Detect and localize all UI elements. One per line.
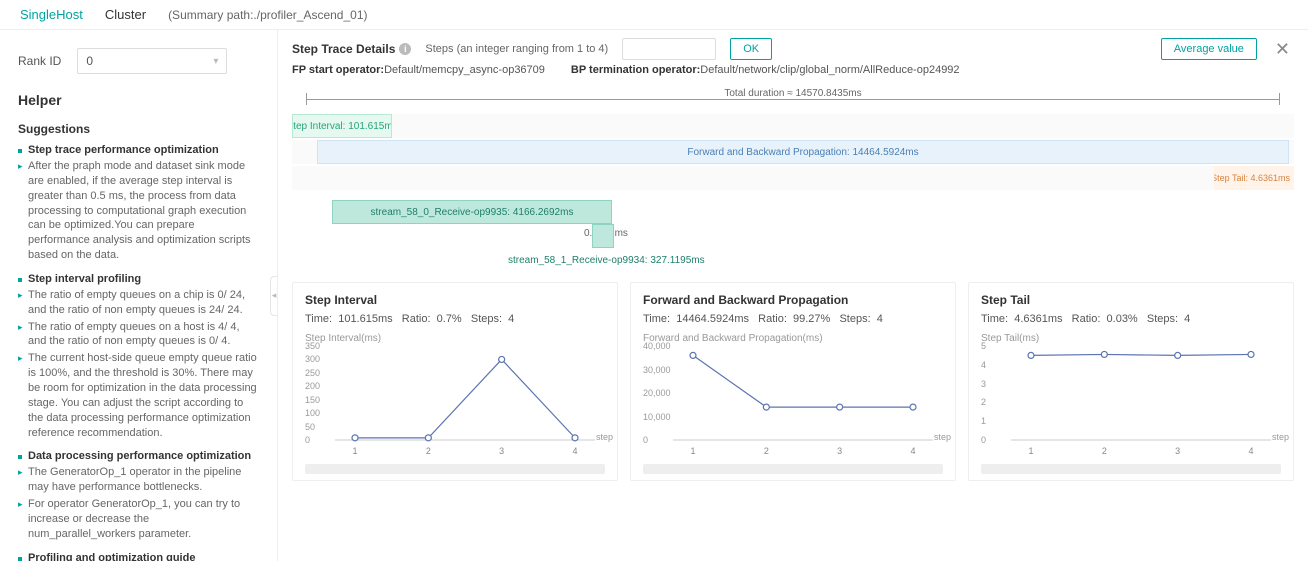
chart-card: Forward and Backward Propagation Time: 1… bbox=[630, 282, 956, 481]
info-icon[interactable]: i bbox=[399, 43, 411, 55]
sugg-title-guide: Profiling and optimization guide bbox=[18, 552, 259, 561]
sugg-line: After the praph mode and dataset sink mo… bbox=[18, 159, 259, 263]
y-tick: 350 bbox=[305, 341, 320, 351]
stream-seg-1[interactable]: stream_58_0_Receive-op9935: 4166.2692ms bbox=[332, 200, 612, 224]
tab-cluster[interactable]: Cluster bbox=[105, 7, 146, 22]
sugg-title-step-interval: Step interval profiling bbox=[18, 273, 259, 285]
summary-path: (Summary path:./profiler_Ascend_01) bbox=[168, 8, 367, 22]
average-value-button[interactable]: Average value bbox=[1161, 38, 1257, 60]
stream-area[interactable]: stream_58_0_Receive-op9935: 4166.2692ms … bbox=[292, 196, 1294, 276]
x-tick: 2 bbox=[764, 446, 769, 456]
main-panel: Step Trace Details i Steps (an integer r… bbox=[278, 30, 1308, 561]
y-tick: 50 bbox=[305, 422, 315, 432]
sugg-line: The current host-side queue empty queue … bbox=[18, 351, 259, 440]
chart-title: Forward and Backward Propagation bbox=[643, 293, 943, 307]
chart-title: Step Interval bbox=[305, 293, 605, 307]
chart-meta: Time: 14464.5924ms Ratio: 99.27% Steps: … bbox=[643, 313, 943, 325]
chart-scrollbar[interactable] bbox=[305, 464, 605, 474]
y-tick: 2 bbox=[981, 397, 986, 407]
close-icon[interactable]: ✕ bbox=[1271, 39, 1294, 60]
bp-op-label: BP termination operator: bbox=[571, 64, 700, 76]
tab-singlehost[interactable]: SingleHost bbox=[20, 7, 83, 22]
total-duration: Total duration ≈ 14570.8435ms bbox=[718, 88, 867, 99]
chart-title: Step Tail bbox=[981, 293, 1281, 307]
chart-meta: Time: 101.615ms Ratio: 0.7% Steps: 4 bbox=[305, 313, 605, 325]
rank-id-value: 0 bbox=[86, 54, 93, 68]
y-tick: 20,000 bbox=[643, 388, 671, 398]
chart-area[interactable]: 40,00030,00020,00010,00001234step bbox=[643, 346, 943, 454]
helper-heading: Helper bbox=[18, 92, 259, 108]
x-tick: 2 bbox=[1102, 446, 1107, 456]
y-tick: 200 bbox=[305, 381, 320, 391]
seg-step-interval[interactable]: Step Interval: 101.615ms bbox=[292, 114, 392, 138]
y-tick: 30,000 bbox=[643, 365, 671, 375]
chart-ylabel: Step Interval(ms) bbox=[305, 333, 605, 344]
chart-area[interactable]: 3503002502001501005001234step bbox=[305, 346, 605, 454]
x-tick: 3 bbox=[1175, 446, 1180, 456]
chart-ylabel: Step Tail(ms) bbox=[981, 333, 1281, 344]
x-axis-label: step bbox=[934, 432, 951, 442]
x-tick: 1 bbox=[352, 446, 357, 456]
seg-step-tail[interactable]: Step Tail: 4.6361ms bbox=[1214, 166, 1294, 190]
chart-scrollbar[interactable] bbox=[643, 464, 943, 474]
y-tick: 150 bbox=[305, 395, 320, 405]
y-tick: 4 bbox=[981, 360, 986, 370]
x-tick: 1 bbox=[1028, 446, 1033, 456]
bp-op-value: Default/network/clip/global_norm/AllRedu… bbox=[700, 64, 959, 76]
chart-card: Step Tail Time: 4.6361ms Ratio: 0.03% St… bbox=[968, 282, 1294, 481]
chevron-down-icon: ▾ bbox=[213, 56, 218, 67]
chart-scrollbar[interactable] bbox=[981, 464, 1281, 474]
y-tick: 3 bbox=[981, 379, 986, 389]
sugg-title-data-proc: Data processing performance optimization bbox=[18, 450, 259, 462]
fp-op-value: Default/memcpy_async-op36709 bbox=[384, 64, 545, 76]
y-tick: 300 bbox=[305, 354, 320, 364]
seg-fwd-bwd[interactable]: Forward and Backward Propagation: 14464.… bbox=[317, 140, 1289, 164]
y-tick: 0 bbox=[643, 435, 648, 445]
sugg-line: The ratio of empty queues on a chip is 0… bbox=[18, 288, 259, 318]
x-axis-label: step bbox=[1272, 432, 1289, 442]
x-tick: 2 bbox=[426, 446, 431, 456]
steps-hint: Steps (an integer ranging from 1 to 4) bbox=[425, 43, 608, 55]
chart-ylabel: Forward and Backward Propagation(ms) bbox=[643, 333, 943, 344]
y-tick: 100 bbox=[305, 408, 320, 418]
x-tick: 4 bbox=[910, 446, 915, 456]
timeline[interactable]: Step Interval: 101.615ms Forward and Bac… bbox=[292, 114, 1294, 190]
y-tick: 40,000 bbox=[643, 341, 671, 351]
sidebar-collapse-handle[interactable]: ◂ bbox=[270, 276, 278, 316]
y-tick: 10,000 bbox=[643, 412, 671, 422]
sugg-line: The GeneratorOp_1 operator in the pipeli… bbox=[18, 465, 259, 495]
rank-id-label: Rank ID bbox=[18, 54, 61, 68]
y-tick: 5 bbox=[981, 341, 986, 351]
x-tick: 1 bbox=[690, 446, 695, 456]
y-tick: 1 bbox=[981, 416, 986, 426]
chart-card: Step Interval Time: 101.615ms Ratio: 0.7… bbox=[292, 282, 618, 481]
y-tick: 0 bbox=[981, 435, 986, 445]
y-tick: 0 bbox=[305, 435, 310, 445]
chart-area[interactable]: 5432101234step bbox=[981, 346, 1281, 454]
chart-meta: Time: 4.6361ms Ratio: 0.03% Steps: 4 bbox=[981, 313, 1281, 325]
sugg-line: The ratio of empty queues on a host is 4… bbox=[18, 320, 259, 350]
x-tick: 3 bbox=[499, 446, 504, 456]
y-tick: 250 bbox=[305, 368, 320, 378]
x-axis-label: step bbox=[596, 432, 613, 442]
fp-op-label: FP start operator: bbox=[292, 64, 384, 76]
steps-input[interactable] bbox=[622, 38, 716, 60]
ok-button[interactable]: OK bbox=[730, 38, 772, 60]
x-tick: 3 bbox=[837, 446, 842, 456]
sugg-line: For operator GeneratorOp_1, you can try … bbox=[18, 497, 259, 542]
step-trace-title: Step Trace Details bbox=[292, 42, 395, 56]
suggestions-heading: Suggestions bbox=[18, 122, 259, 136]
sugg-title-step-trace: Step trace performance optimization bbox=[18, 144, 259, 156]
stream-seg-2[interactable] bbox=[592, 224, 614, 248]
sidebar: Rank ID 0 ▾ Helper Suggestions Step trac… bbox=[0, 30, 278, 561]
stream-seg-2-label: stream_58_1_Receive-op9934: 327.1195ms bbox=[508, 252, 705, 268]
rank-id-select[interactable]: 0 ▾ bbox=[77, 48, 227, 74]
x-tick: 4 bbox=[1248, 446, 1253, 456]
x-tick: 4 bbox=[572, 446, 577, 456]
